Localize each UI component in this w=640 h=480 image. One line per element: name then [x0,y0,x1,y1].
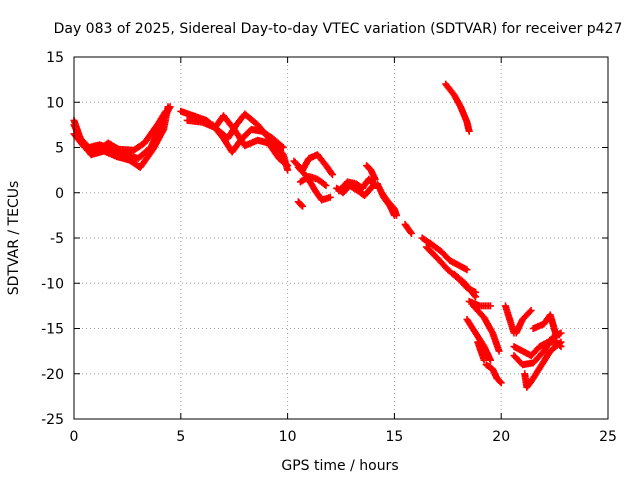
y-tick-label: -5 [50,231,64,247]
marker-trail [294,198,307,210]
series-arc-w [463,315,494,364]
grid [74,57,608,419]
marker-trail [378,189,400,219]
marker-trail [209,121,287,156]
y-tick-label: -15 [41,322,64,338]
x-tick-label: 5 [176,429,185,445]
y-tick-label: 15 [46,50,64,66]
series-arc-j [294,198,307,210]
y-tick-label: -20 [41,367,64,383]
marker-trail [335,175,379,195]
marker-trail [418,234,471,274]
y-tick-label: -25 [41,412,64,428]
x-tick-label: 20 [492,429,510,445]
series-arc-ab [512,306,535,337]
marker-trail [401,220,415,237]
marker-trail [463,315,494,364]
y-tick-label: 0 [55,186,64,202]
x-tick-label: 10 [279,429,297,445]
series-arc-o [378,189,400,219]
series-arc-s [450,270,480,301]
series-arc-v [469,302,503,355]
axis-ticks: 0 5 10 15 20 25 -25 -20 -15 -10 -5 0 5 10 15 [41,50,617,445]
series-arc-p [401,220,415,237]
y-tick-label: -10 [41,276,64,292]
marker-trail [363,162,379,183]
series-arc-m [363,162,379,183]
series-arc-x [474,338,488,364]
marker-trail [474,338,488,364]
series-arc-f [209,121,287,156]
x-tick-label: 0 [70,429,79,445]
marker-trail [512,306,535,337]
marker-trail [296,173,330,189]
marker-trail [469,302,503,355]
x-axis-label: GPS time / hours [281,458,398,474]
marker-trail [521,338,565,391]
series-arc-i [296,173,330,189]
series-arc-q [418,234,471,274]
series-arc-ae [529,311,561,342]
series-arc-l [335,175,379,195]
marker-trail [442,80,473,135]
x-tick-label: 25 [599,429,617,445]
marker-trail [482,361,505,387]
series-arc-y [482,361,505,387]
chart-title: Day 083 of 2025, Sidereal Day-to-day VTE… [54,21,623,37]
y-axis-label: SDTVAR / TECUs [6,181,22,296]
y-tick-label: 5 [55,141,64,157]
x-tick-label: 15 [385,429,403,445]
series-arc-t [442,80,473,135]
marker-trail [529,311,561,342]
series-arc-ad [521,338,565,391]
y-tick-label: 10 [46,95,64,111]
